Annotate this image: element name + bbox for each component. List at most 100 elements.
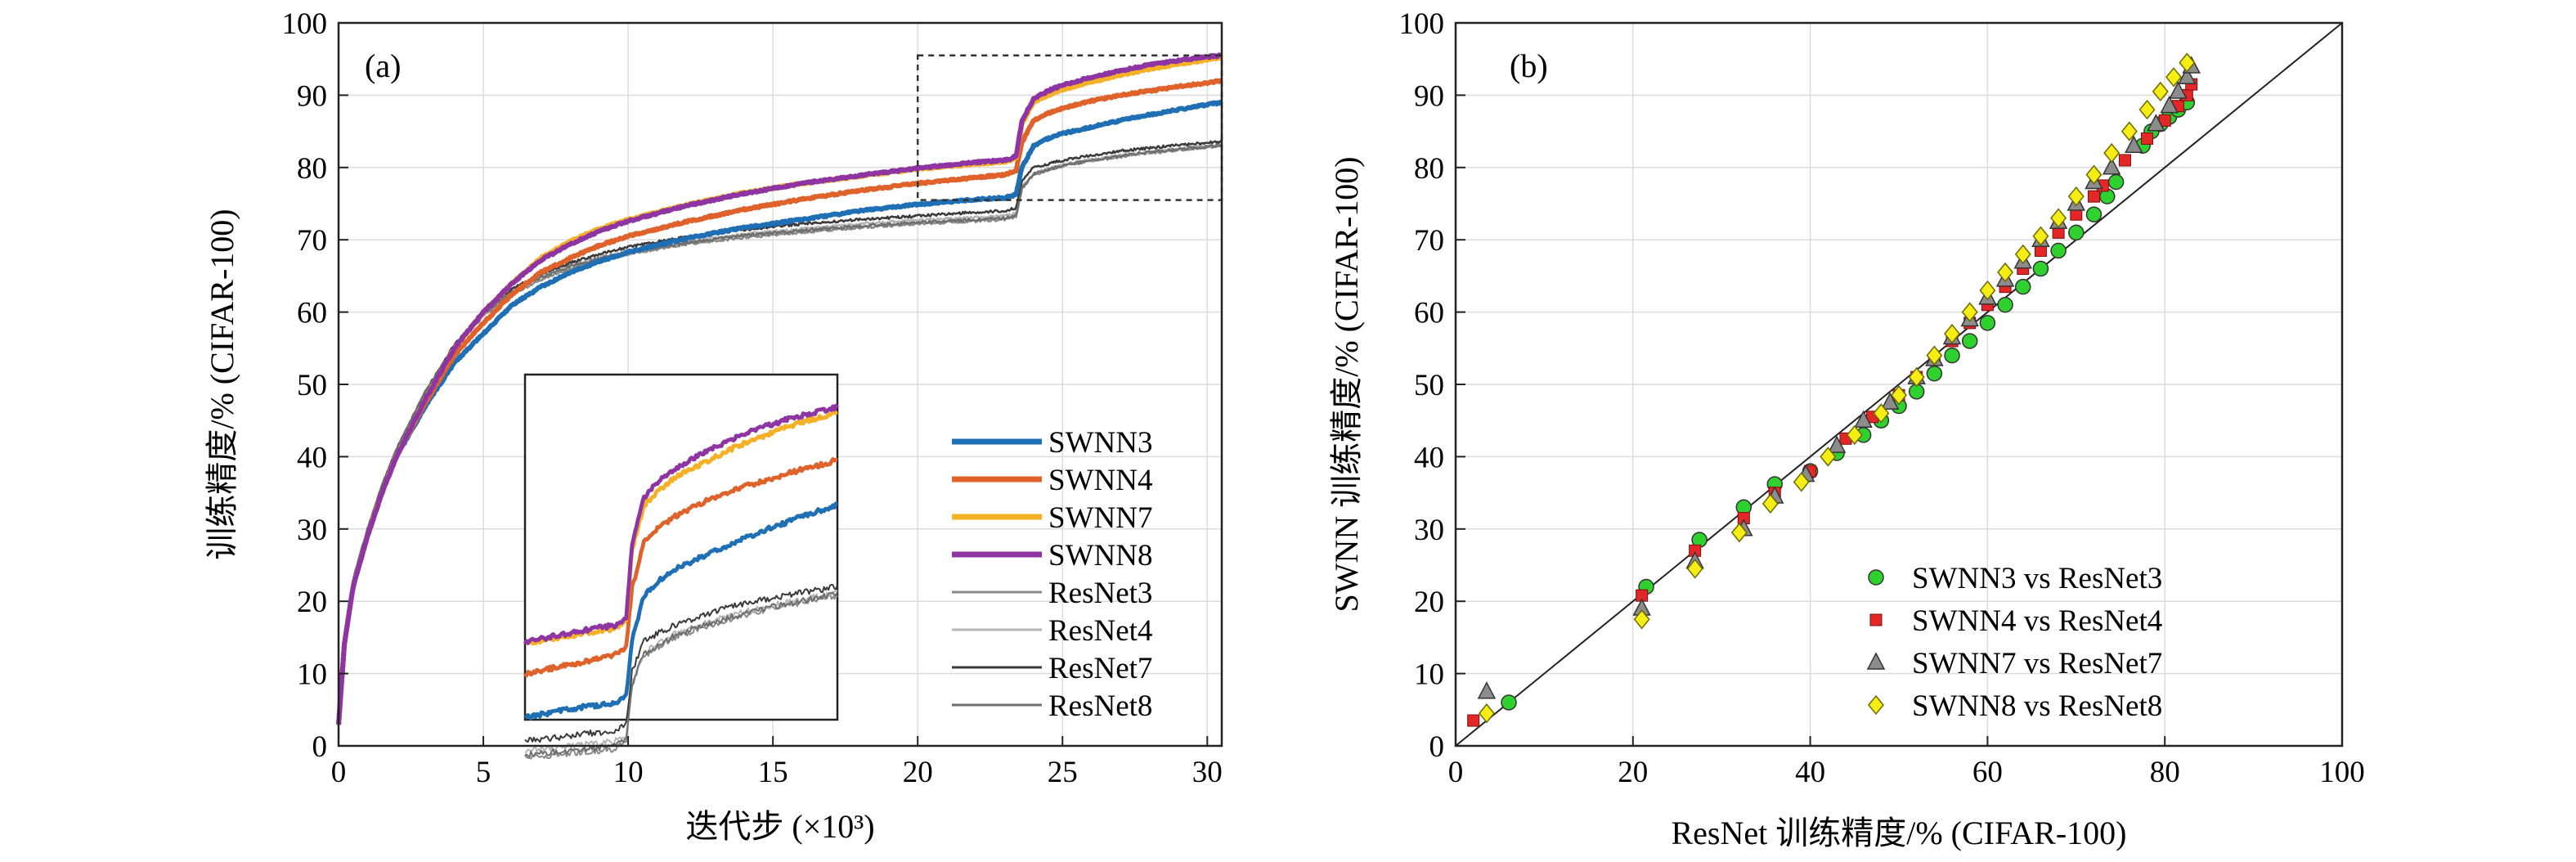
y-tick-label-a: 50 xyxy=(297,369,327,402)
data-point xyxy=(1997,297,2013,313)
legend-label-resnet8: ResNet8 xyxy=(1048,689,1152,723)
x-axis-title-a: 迭代步 (×10³) xyxy=(685,808,874,845)
data-point xyxy=(1793,472,1810,492)
data-point xyxy=(1997,262,2014,283)
data-point xyxy=(2032,260,2049,277)
data-point xyxy=(1873,403,1890,424)
data-point xyxy=(2050,242,2067,259)
data-point xyxy=(2169,81,2188,99)
legend-label-resnet4: ResNet4 xyxy=(1048,614,1152,648)
inset-line-resnet8 xyxy=(524,591,838,758)
x-tick-label-b: 60 xyxy=(1972,756,2003,789)
data-point xyxy=(1926,345,1943,366)
data-point xyxy=(2087,190,2100,203)
data-point xyxy=(2152,81,2169,102)
data-point xyxy=(1979,315,1996,331)
y-tick-label-b: 0 xyxy=(1429,730,1445,764)
data-point xyxy=(2141,132,2154,145)
inset-line-swnn8 xyxy=(523,403,839,645)
y-tick-label-a: 0 xyxy=(312,730,328,764)
series-swnn8-vs-resnet8 xyxy=(1478,52,2196,724)
data-point xyxy=(1477,681,1497,699)
y-tick-label-a: 100 xyxy=(282,7,328,41)
x-tick-label-a: 5 xyxy=(476,756,491,789)
data-point xyxy=(1827,435,1847,453)
y-axis-title-a: 训练精度/% (CIFAR-100) xyxy=(204,209,240,559)
legend-label-swnn8-vs-resnet8: SWNN8 vs ResNet8 xyxy=(1912,689,2162,723)
data-point xyxy=(1944,347,1960,364)
data-point xyxy=(2015,278,2031,295)
x-tick-label-b: 80 xyxy=(2150,756,2180,789)
y-tick-label-b: 50 xyxy=(1414,369,1444,402)
x-tick-label-a: 20 xyxy=(903,756,933,789)
data-point xyxy=(1730,523,1748,543)
data-point xyxy=(2102,157,2121,175)
data-point xyxy=(2125,135,2143,154)
data-point xyxy=(1686,559,1703,579)
line-swnn4 xyxy=(336,78,1223,724)
data-point xyxy=(2085,206,2103,223)
data-point xyxy=(2014,244,2031,265)
legend-label-resnet3: ResNet3 xyxy=(1048,577,1152,610)
data-point xyxy=(2138,99,2156,120)
data-point xyxy=(2050,208,2067,228)
inset-line-resnet7 xyxy=(524,583,838,743)
legend-label-swnn4: SWNN4 xyxy=(1048,464,1152,497)
legend-label-swnn3-vs-resnet3: SWNN3 vs ResNet3 xyxy=(1912,562,2162,595)
data-point xyxy=(1979,280,1996,301)
series-swnn7-vs-resnet7 xyxy=(1477,56,2201,699)
inset-line-swnn4 xyxy=(523,456,838,678)
line-swnn8 xyxy=(336,52,1223,725)
data-point xyxy=(2068,224,2085,241)
x-tick-label-b: 0 xyxy=(1448,756,1464,789)
y-tick-label-b: 30 xyxy=(1414,514,1444,547)
line-swnn3 xyxy=(336,99,1223,725)
y-tick-label-b: 80 xyxy=(1414,152,1444,186)
x-tick-label-b: 20 xyxy=(1618,756,1648,789)
panel-a-training-accuracy-vs-iterations: 0 5 10 15 20 25 30 0 10 20 30 40 50 60 70 80 90 100 迭代步 (×… xyxy=(204,7,1223,845)
legend-label-swnn3: SWNN3 xyxy=(1048,426,1152,460)
legend-label-swnn8: SWNN8 xyxy=(1048,539,1152,572)
x-tick-label-b: 100 xyxy=(2319,756,2365,789)
data-point xyxy=(1761,493,1779,514)
y-tick-label-a: 70 xyxy=(297,224,327,258)
legend-label-swnn4-vs-resnet4: SWNN4 vs ResNet4 xyxy=(1912,604,2162,638)
legend-marker-square xyxy=(1869,613,1883,626)
inset-line-resnet4 xyxy=(524,589,838,754)
y-tick-label-b: 70 xyxy=(1414,224,1444,258)
x-tick-label-a: 0 xyxy=(331,756,347,789)
panel-tag-b: (b) xyxy=(1510,47,1548,84)
y-tick-label-a: 80 xyxy=(297,152,327,186)
inset-line-swnn3 xyxy=(523,501,838,721)
legend-b: SWNN3 vs ResNet3 SWNN4 vs ResNet4 SWNN7 vs… xyxy=(1866,562,2162,723)
y-tick-label-b: 100 xyxy=(1399,7,1445,41)
data-point xyxy=(1961,333,1978,349)
y-tick-label-b: 10 xyxy=(1414,658,1444,692)
data-point xyxy=(1891,385,1907,406)
data-point xyxy=(1478,703,1495,724)
data-point xyxy=(1846,424,1863,446)
data-point xyxy=(1880,392,1900,410)
legend-a: SWNN3 SWNN4 SWNN7 SWNN8 ResNet3 ResNet4 ResNet… xyxy=(952,426,1152,723)
data-point xyxy=(2107,173,2125,191)
data-point xyxy=(1854,410,1873,428)
reference-line-y-equals-x xyxy=(1455,22,2343,747)
legend-label-resnet7: ResNet7 xyxy=(1048,652,1152,685)
y-tick-label-a: 30 xyxy=(297,514,327,547)
y-tick-label-a: 20 xyxy=(297,586,327,619)
data-point xyxy=(1944,323,1961,344)
y-axis-title-b: SWNN 训练精度/% (CIFAR-100) xyxy=(1328,156,1365,612)
data-point xyxy=(2147,114,2165,132)
data-point xyxy=(1926,365,1943,382)
data-point xyxy=(2103,142,2120,164)
y-tick-label-a: 40 xyxy=(297,441,327,474)
data-point xyxy=(1633,609,1650,630)
y-tick-label-a: 90 xyxy=(297,79,327,113)
data-point xyxy=(1501,694,1517,711)
legend-label-swnn7-vs-resnet7: SWNN7 vs ResNet7 xyxy=(1912,647,2162,680)
data-point xyxy=(2165,67,2183,88)
legend-marker-diamond xyxy=(1868,694,1884,716)
data-point xyxy=(2032,226,2049,246)
data-point xyxy=(2118,154,2131,167)
